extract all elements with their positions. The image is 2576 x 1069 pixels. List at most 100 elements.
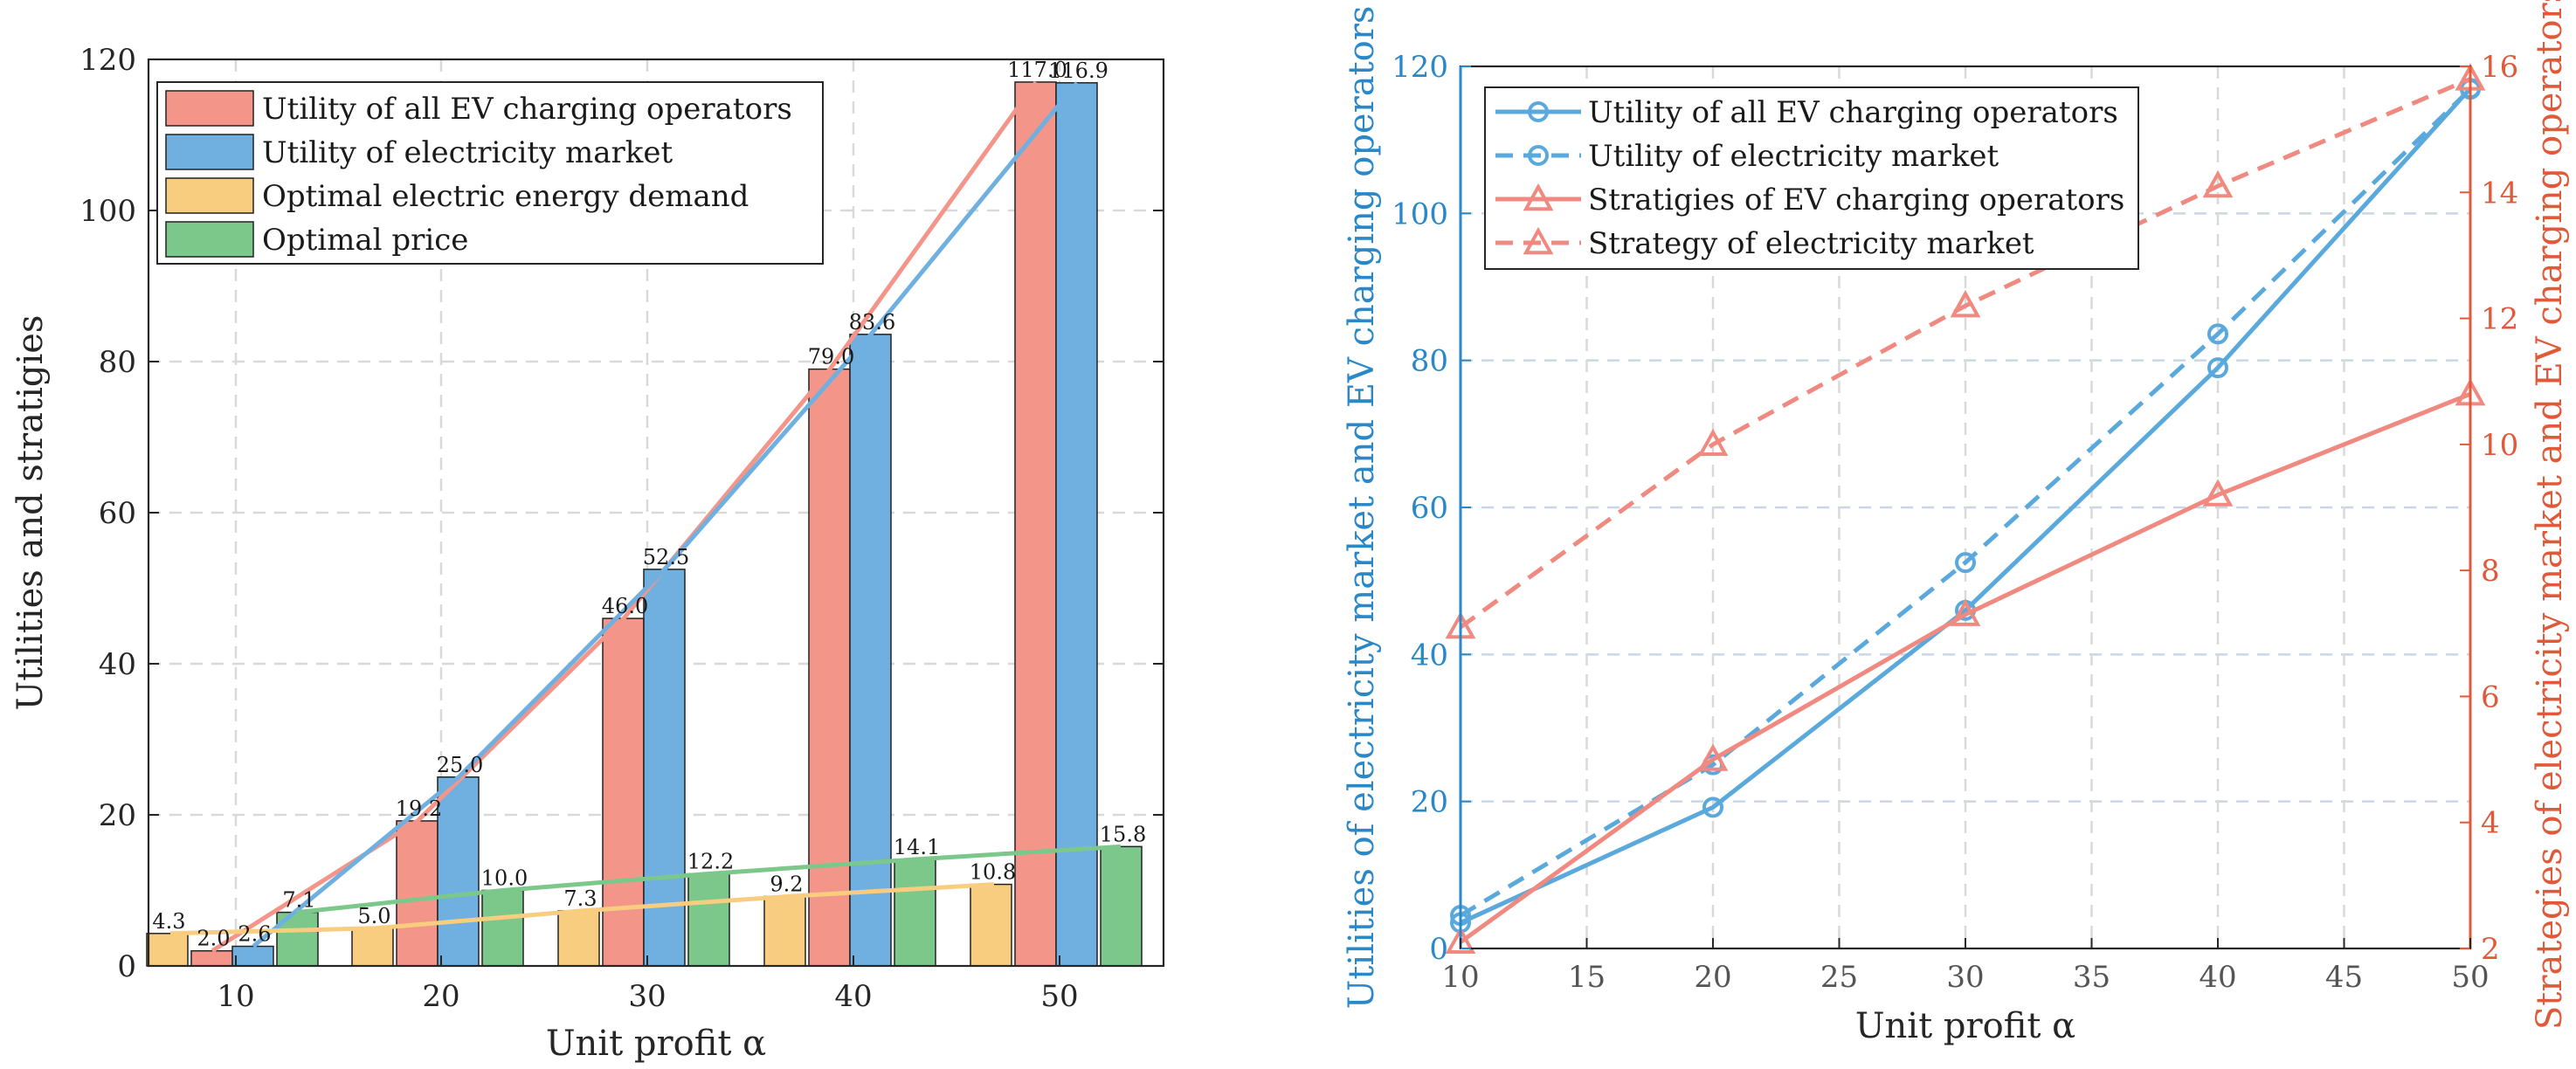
bar-utility-of-all-ev-charging-operators-50 bbox=[1014, 81, 1057, 967]
right-chart-left-y-tick-label: 100 bbox=[1392, 197, 1448, 231]
bar-utility-of-electricity-market-50 bbox=[1055, 82, 1098, 967]
left-legend: Utility of all EV charging operators Util… bbox=[156, 81, 824, 265]
legend-label-strategy-of-electricity-market: Strategy of electricity market bbox=[1588, 226, 2034, 261]
data-label-optimal-electric-energy-demand-20: 5.0 bbox=[357, 904, 390, 928]
right-chart-left-y-tick-label: 120 bbox=[1392, 50, 1448, 85]
left-y-tick-label: 120 bbox=[79, 43, 136, 78]
point-utility-of-all-ev-charging-operators-20 bbox=[1702, 797, 1723, 818]
data-label-optimal-price-20: 10.0 bbox=[481, 866, 528, 891]
right-chart-left-y-tick-label: 40 bbox=[1411, 638, 1448, 672]
legend-label-optimal-electric-energy-demand: Optimal electric energy demand bbox=[262, 179, 749, 214]
point-stratigies-of-ev-charging-operators-20 bbox=[1697, 743, 1729, 771]
right-chart-right-y-tick-label: 8 bbox=[2481, 554, 2500, 589]
data-label-utility-of-electricity-market-50: 116.9 bbox=[1048, 59, 1108, 83]
bar-optimal-price-30 bbox=[687, 872, 730, 967]
bar-optimal-price-20 bbox=[481, 889, 524, 967]
series-line-utility-of-electricity-market bbox=[1459, 87, 2472, 918]
right-chart-right-y-tick-label: 10 bbox=[2481, 428, 2518, 463]
bar-optimal-price-50 bbox=[1100, 845, 1143, 967]
left-x-tick-label: 20 bbox=[422, 979, 459, 1014]
data-label-utility-of-all-ev-charging-operators-30: 46.0 bbox=[602, 594, 648, 618]
right-chart-right-y-tick-label: 4 bbox=[2481, 806, 2500, 841]
right-chart-right-y-tick-label: 6 bbox=[2481, 679, 2500, 714]
legend-marker-utility-of-all-ev-charging-operators bbox=[1528, 101, 1549, 122]
left-legend-box bbox=[156, 81, 824, 265]
right-chart-x-tick-label: 40 bbox=[2199, 960, 2236, 995]
bar-utility-of-all-ev-charging-operators-10 bbox=[190, 949, 233, 967]
data-label-utility-of-all-ev-charging-operators-10: 2.0 bbox=[197, 927, 230, 951]
right-chart-x-tick-label: 35 bbox=[2073, 960, 2110, 995]
left-y-tick-label: 60 bbox=[99, 496, 136, 531]
data-label-utility-of-all-ev-charging-operators-40: 79.0 bbox=[808, 345, 854, 369]
point-stratigies-of-ev-charging-operators-10 bbox=[1445, 926, 1476, 954]
legend-marker-strategy-of-electricity-market bbox=[1523, 226, 1554, 255]
legend-label-utility-of-all-ev-charging-operators: Utility of all EV charging operators bbox=[262, 92, 792, 127]
right-line-chart: 0 20 40 60 80 100 120 2 4 6 8 10 12 14 16 10 15 20 25 30 35 4… bbox=[1342, 0, 2570, 1046]
left-y-tick-label: 20 bbox=[99, 798, 136, 833]
trend-line-utility-of-electricity-market bbox=[252, 81, 1079, 948]
right-chart-right-y-tick-label: 14 bbox=[2481, 176, 2518, 210]
left-y-tick-label: 100 bbox=[79, 194, 136, 229]
bar-utility-of-electricity-market-10 bbox=[231, 945, 274, 967]
right-chart-right-y-tick-label: 12 bbox=[2481, 302, 2518, 337]
legend-label-stratigies-of-ev-charging-operators: Stratigies of EV charging operators bbox=[1588, 183, 2124, 217]
data-label-utility-of-all-ev-charging-operators-50: 117.0 bbox=[1007, 58, 1067, 82]
left-x-tick-label: 10 bbox=[217, 979, 254, 1014]
point-stratigies-of-ev-charging-operators-30 bbox=[1950, 598, 1981, 626]
legend-marker-utility-of-electricity-market bbox=[1528, 145, 1549, 166]
data-label-optimal-electric-energy-demand-50: 10.8 bbox=[970, 860, 1016, 885]
bar-utility-of-electricity-market-20 bbox=[437, 776, 480, 967]
point-strategy-of-electricity-market-20 bbox=[1697, 428, 1729, 457]
data-label-optimal-electric-energy-demand-30: 7.3 bbox=[563, 886, 597, 911]
bar-utility-of-all-ev-charging-operators-20 bbox=[396, 820, 439, 967]
right-left-y-axis-title: Utilities of electricity market and EV c… bbox=[1342, 6, 1382, 1010]
bar-utility-of-all-ev-charging-operators-30 bbox=[602, 617, 645, 967]
left-y-tick-label: 80 bbox=[99, 345, 136, 380]
legend-label-optimal-price: Optimal price bbox=[262, 223, 468, 258]
right-chart-x-tick-label: 30 bbox=[1946, 960, 1984, 995]
right-chart-right-y-tick-label: 2 bbox=[2481, 932, 2500, 967]
right-chart-right-y-tick-label: 16 bbox=[2481, 50, 2518, 85]
data-label-utility-of-electricity-market-30: 52.5 bbox=[643, 545, 689, 569]
legend-label-utility-of-all-ev-charging-operators: Utility of all EV charging operators bbox=[1588, 95, 2118, 130]
right-chart-x-tick-label: 10 bbox=[1441, 960, 1479, 995]
legend-swatch-optimal-electric-energy-demand bbox=[165, 177, 254, 214]
point-utility-of-all-ev-charging-operators-40 bbox=[2207, 357, 2228, 379]
right-chart-x-tick-label: 50 bbox=[2451, 960, 2489, 995]
right-chart-left-y-tick-label: 0 bbox=[1429, 932, 1448, 967]
right-chart-x-tick-label: 15 bbox=[1568, 960, 1606, 995]
point-strategy-of-electricity-market-40 bbox=[2202, 169, 2234, 198]
right-right-y-axis-title: Strategies of electricity market and EV … bbox=[2530, 0, 2570, 1030]
left-y-axis-title: Utilities and stratigies bbox=[10, 315, 51, 711]
legend-swatch-utility-of-electricity-market bbox=[165, 134, 254, 170]
left-y-tick-label: 40 bbox=[99, 647, 136, 682]
series-line-strategy-of-electricity-market bbox=[1459, 77, 2471, 630]
bar-optimal-price-40 bbox=[894, 859, 936, 967]
right-chart-x-tick-label: 25 bbox=[1820, 960, 1858, 995]
legend-swatch-optimal-price bbox=[165, 221, 254, 258]
data-label-optimal-price-30: 12.2 bbox=[687, 849, 734, 873]
data-label-optimal-electric-energy-demand-40: 9.2 bbox=[770, 872, 803, 896]
trend-line-optimal-electric-energy-demand bbox=[169, 882, 995, 936]
bar-optimal-electric-energy-demand-30 bbox=[557, 910, 600, 967]
data-label-optimal-price-40: 14.1 bbox=[894, 835, 940, 859]
point-utility-of-electricity-market-40 bbox=[2207, 323, 2228, 345]
series-line-stratigies-of-ev-charging-operators bbox=[1459, 391, 2471, 944]
bar-utility-of-electricity-market-40 bbox=[849, 334, 892, 967]
data-label-optimal-price-50: 15.8 bbox=[1100, 822, 1146, 846]
right-legend-box bbox=[1484, 86, 2139, 270]
bar-optimal-electric-energy-demand-20 bbox=[351, 928, 394, 967]
left-x-axis-title: Unit profit α bbox=[546, 1024, 766, 1064]
legend-label-utility-of-electricity-market: Utility of electricity market bbox=[262, 135, 673, 170]
point-stratigies-of-ev-charging-operators-40 bbox=[2202, 479, 2234, 507]
right-chart-left-y-tick-label: 80 bbox=[1411, 344, 1448, 379]
data-label-optimal-price-10: 7.1 bbox=[282, 888, 315, 913]
right-chart-x-tick-label: 20 bbox=[1694, 960, 1731, 995]
right-legend: Utility of all EV charging operators Util… bbox=[1484, 86, 2139, 270]
point-utility-of-electricity-market-30 bbox=[1955, 552, 1976, 574]
bar-utility-of-all-ev-charging-operators-40 bbox=[808, 368, 851, 967]
left-x-tick-label: 50 bbox=[1040, 979, 1078, 1014]
right-chart-left-y-tick-label: 20 bbox=[1411, 785, 1448, 820]
data-label-utility-of-electricity-market-10: 2.6 bbox=[238, 922, 271, 947]
trend-line-utility-of-all-ev-charging-operators bbox=[211, 80, 1039, 953]
